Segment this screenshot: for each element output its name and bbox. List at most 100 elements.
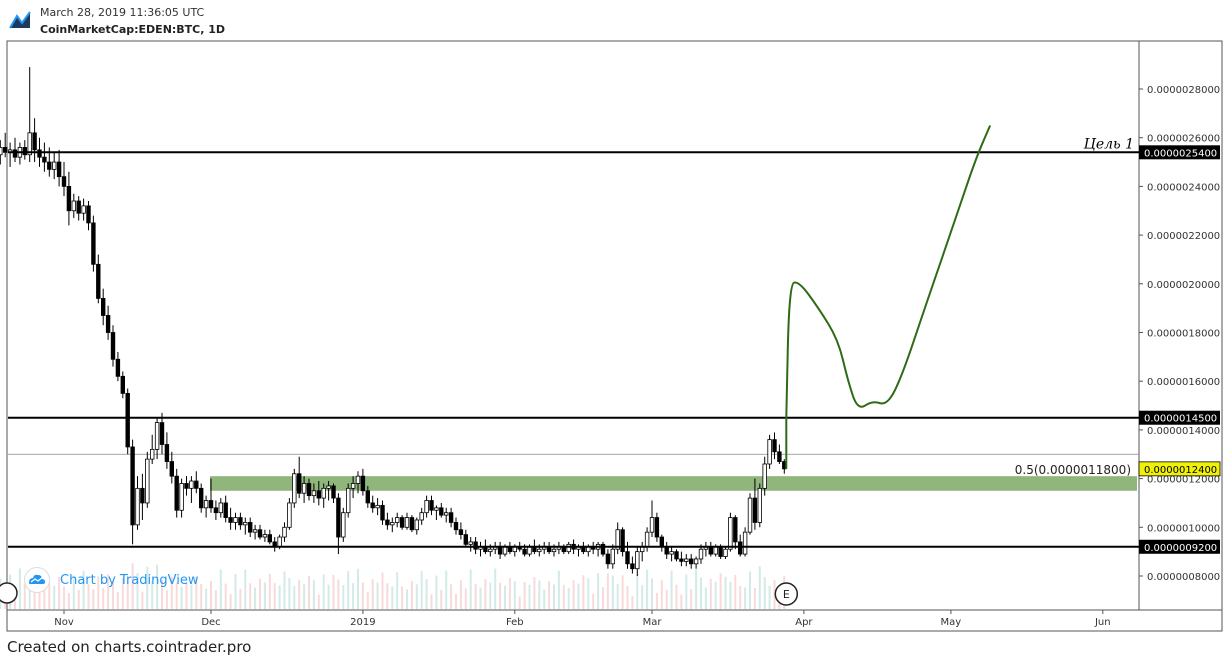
plot-frame bbox=[6, 40, 1223, 632]
level-tag-label: 0.0000014500 bbox=[1144, 414, 1217, 425]
y-tick-label: 0.0000028000 bbox=[1147, 85, 1220, 96]
candle-body bbox=[689, 558, 694, 565]
candle-body bbox=[723, 548, 728, 557]
volume-bar bbox=[82, 570, 85, 609]
volume-bar bbox=[381, 572, 384, 609]
volume-bar bbox=[602, 587, 604, 609]
volume-bar bbox=[504, 585, 506, 609]
level-tag bbox=[1139, 539, 1220, 554]
volume-bar bbox=[121, 578, 124, 609]
y-tick-label: 0.0000014000 bbox=[1147, 426, 1220, 437]
candle-body bbox=[345, 487, 351, 514]
y-tick-label: 0.0000024000 bbox=[1147, 182, 1220, 193]
candle-body bbox=[105, 315, 111, 333]
volume-bar bbox=[469, 569, 472, 609]
candle-body bbox=[630, 563, 635, 570]
candle-body bbox=[233, 517, 238, 523]
candle-body bbox=[747, 497, 753, 533]
candle-body bbox=[316, 490, 321, 499]
volume-bar bbox=[494, 568, 497, 609]
volume-bar bbox=[646, 569, 649, 609]
volume-bar bbox=[116, 592, 119, 609]
volume-bar bbox=[23, 583, 26, 609]
candle-body bbox=[287, 502, 292, 528]
volume-bar bbox=[322, 574, 325, 609]
candle-body bbox=[194, 480, 199, 489]
candle-body bbox=[409, 517, 415, 531]
volume-bar bbox=[430, 594, 433, 609]
volume-bar bbox=[499, 582, 502, 609]
volume-bar bbox=[58, 576, 61, 609]
candle-body bbox=[0, 147, 3, 156]
candle-body bbox=[184, 483, 189, 489]
volume-bar bbox=[18, 568, 21, 609]
earnings-event-badge[interactable]: E bbox=[774, 582, 799, 606]
candle-body bbox=[145, 458, 150, 504]
candle-body bbox=[32, 132, 37, 151]
candle-body bbox=[213, 507, 219, 514]
volume-bar bbox=[165, 590, 168, 609]
y-tick-label: 0.0000008000 bbox=[1147, 572, 1220, 583]
candle-body bbox=[404, 517, 410, 528]
volume-bar bbox=[749, 571, 751, 609]
tradingview-logo-icon bbox=[8, 8, 32, 32]
level-tag-label: 0.0000025400 bbox=[1144, 148, 1217, 159]
volume-bar bbox=[175, 582, 178, 609]
volume-bar bbox=[513, 581, 516, 609]
volume-bar bbox=[719, 573, 722, 609]
candle-body bbox=[620, 529, 625, 553]
tradingview-watermark[interactable]: Chart by TradingView bbox=[22, 567, 198, 593]
candle-body bbox=[375, 504, 380, 509]
fib-zone-label: 0.5(0.0000011800) bbox=[1015, 463, 1131, 477]
volume-bar bbox=[224, 583, 227, 609]
candle-body bbox=[664, 546, 669, 555]
volume-bar bbox=[278, 585, 281, 609]
volume-bar bbox=[665, 589, 668, 609]
volume-bar bbox=[308, 576, 310, 609]
candle-body bbox=[52, 161, 57, 170]
volume-bar bbox=[151, 581, 154, 609]
candle-body bbox=[282, 526, 287, 538]
candle-body bbox=[380, 504, 385, 521]
volume-bar bbox=[33, 577, 36, 609]
horizontal-levels: 0.0000025400 Цель 1 0.0000014500 0.00000092… bbox=[8, 136, 1220, 554]
volume-bar bbox=[709, 578, 712, 609]
volume-bar bbox=[38, 587, 41, 609]
volume-bar bbox=[87, 584, 90, 609]
snapshot-date: March 28, 2019 11:36:05 UTC bbox=[40, 6, 205, 19]
left-edge-badge[interactable] bbox=[0, 582, 18, 604]
candle-body bbox=[777, 451, 782, 462]
candle-body bbox=[336, 497, 341, 538]
candle-body bbox=[439, 507, 444, 516]
volume-bar bbox=[626, 586, 629, 609]
volume-bar bbox=[538, 580, 541, 609]
candle-body bbox=[71, 200, 76, 212]
x-tick-label: Jun bbox=[1094, 617, 1111, 628]
volume-bar bbox=[548, 581, 551, 609]
candle-body bbox=[37, 149, 42, 158]
volume-bar bbox=[729, 581, 732, 609]
candle-body bbox=[96, 263, 101, 299]
volume-bar bbox=[440, 589, 443, 609]
candle-body bbox=[125, 392, 130, 448]
candle-body bbox=[86, 205, 91, 224]
volume-bar bbox=[557, 570, 560, 609]
candle-body bbox=[179, 483, 184, 511]
volume-bar bbox=[670, 570, 673, 609]
candle-body bbox=[733, 517, 738, 543]
volume-bar bbox=[28, 584, 31, 609]
volume-bar bbox=[347, 571, 350, 609]
candle-body bbox=[390, 522, 395, 526]
volume-bar bbox=[445, 570, 448, 609]
projection-path bbox=[785, 125, 992, 469]
volume-bar bbox=[675, 584, 678, 609]
candle-body bbox=[208, 500, 214, 509]
volume-bar bbox=[660, 580, 663, 609]
candle-body bbox=[81, 205, 86, 214]
volume-bar bbox=[425, 579, 428, 609]
volume-bar bbox=[700, 577, 702, 609]
candle-body bbox=[326, 485, 331, 489]
candle-body bbox=[698, 548, 704, 560]
x-tick-label: Dec bbox=[201, 617, 220, 628]
